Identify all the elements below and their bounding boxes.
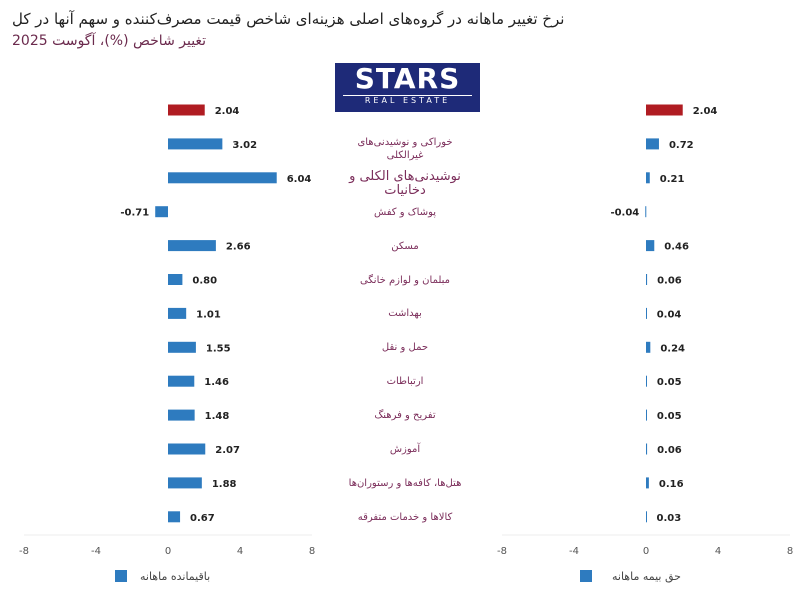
bar <box>646 138 659 150</box>
bar <box>646 375 647 387</box>
bar <box>168 443 206 455</box>
category-label: نوشیدنی‌های الکلی و دخانیات <box>349 168 461 198</box>
data-label: 0.16 <box>659 479 684 490</box>
category-label: حمل و نقل <box>381 342 429 354</box>
bar <box>646 274 648 285</box>
bar <box>168 409 195 421</box>
logo-subtext: REAL ESTATE <box>343 95 472 106</box>
category-label: مسکن <box>391 240 419 252</box>
bar <box>646 477 649 489</box>
data-label: 2.04 <box>215 106 240 117</box>
data-label: 0.46 <box>664 242 689 253</box>
data-label: 0.67 <box>190 513 215 524</box>
bar <box>646 240 655 252</box>
bar <box>168 240 216 252</box>
data-label: 0.04 <box>657 309 682 320</box>
data-label: 0.06 <box>657 445 682 456</box>
data-label: 1.01 <box>196 309 221 320</box>
bar <box>646 511 647 523</box>
category-label: ارتباطات <box>386 376 424 388</box>
x-tick-label: 4 <box>715 546 721 557</box>
bar <box>645 206 647 218</box>
data-label: 1.88 <box>212 479 237 490</box>
data-label: 2.07 <box>215 445 240 456</box>
bar <box>168 274 183 285</box>
category-label: خوراکی و نوشیدنی‌های غیرالکلی <box>357 136 453 161</box>
bar <box>168 307 187 319</box>
x-tick-label: 4 <box>237 546 243 557</box>
legend-label-right: حق بیمه ماهانه <box>612 570 681 583</box>
category-label: آموزش <box>389 444 421 455</box>
bar <box>168 477 202 489</box>
x-tick-label: -8 <box>19 546 29 557</box>
chart-title: نرخ تغییر ماهانه در گروه‌های اصلی هزینه‌… <box>0 8 809 52</box>
x-tick-label: 0 <box>165 546 171 557</box>
data-label: 6.04 <box>287 174 312 185</box>
data-label: 0.05 <box>657 377 682 388</box>
category-label: پوشاک و کفش <box>373 206 437 218</box>
data-label: 0.05 <box>657 411 682 422</box>
legend-swatch-right <box>580 570 592 582</box>
x-tick-label: 8 <box>787 546 793 557</box>
data-label: -0.71 <box>120 208 149 219</box>
x-tick-label: 8 <box>309 546 315 557</box>
bar <box>168 511 181 523</box>
data-label: 2.66 <box>226 242 251 253</box>
category-label: کالاها و خدمات متفرقه <box>357 511 453 523</box>
stars-logo: STARS REAL ESTATE <box>335 63 480 112</box>
bar <box>646 409 647 421</box>
title-line1: نرخ تغییر ماهانه در گروه‌های اصلی هزینه‌… <box>12 10 565 28</box>
data-label: 0.24 <box>660 343 685 354</box>
bar <box>646 104 683 116</box>
data-label: 3.02 <box>232 140 257 151</box>
category-label: هتل‌ها، کافه‌ها و رستوران‌ها <box>348 477 462 489</box>
data-label: 1.46 <box>204 377 229 388</box>
data-label: 0.06 <box>657 276 682 287</box>
data-label: 2.04 <box>693 106 718 117</box>
bar <box>646 341 651 353</box>
x-tick-label: -4 <box>91 546 101 557</box>
x-tick-label: -4 <box>569 546 579 557</box>
bar <box>646 443 648 455</box>
bar <box>168 341 196 353</box>
legend-label-left: باقیمانده ماهانه <box>140 570 211 583</box>
bar <box>646 307 647 319</box>
title-line2: تغییر شاخص (%)، آگوست 2025 <box>12 33 207 49</box>
data-label: 0.72 <box>669 140 694 151</box>
bar <box>646 172 650 184</box>
data-label: 0.21 <box>660 174 685 185</box>
x-tick-label: 0 <box>643 546 649 557</box>
data-label: 0.80 <box>192 276 217 287</box>
category-label: بهداشت <box>388 308 422 320</box>
bar <box>155 206 168 218</box>
data-label: 1.55 <box>206 343 231 354</box>
legend-swatch-left <box>115 570 127 582</box>
logo-text: STARS <box>354 62 461 95</box>
x-tick-label: -8 <box>497 546 507 557</box>
data-label: -0.04 <box>610 208 639 219</box>
bar <box>168 138 223 150</box>
data-label: 1.48 <box>205 411 230 422</box>
bar <box>168 104 205 116</box>
bar <box>168 172 277 184</box>
category-label: تفریح و فرهنگ <box>374 410 436 422</box>
data-label: 0.03 <box>657 513 682 524</box>
category-label: مبلمان و لوازم خانگی <box>359 274 451 286</box>
bar <box>168 375 195 387</box>
